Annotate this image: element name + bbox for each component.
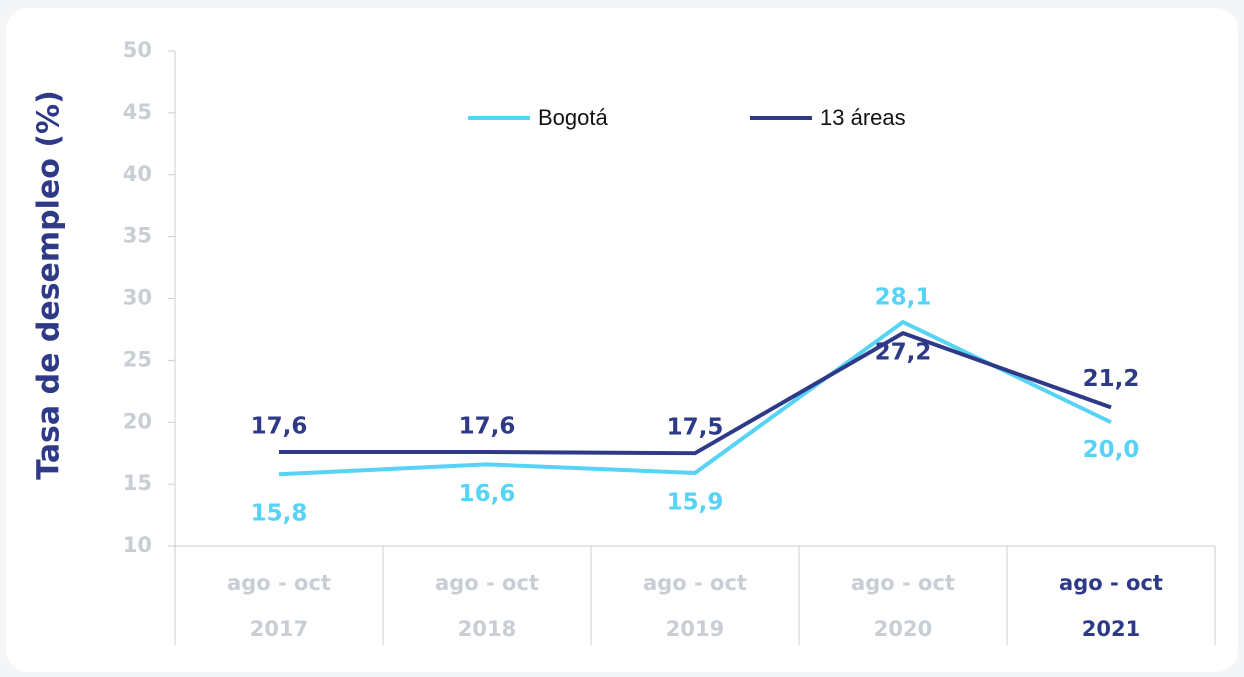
x-tick-label: ago - oct	[227, 571, 331, 595]
y-tick-label: 15	[123, 471, 152, 495]
data-label: 16,6	[459, 481, 516, 507]
data-label: 15,9	[667, 489, 724, 515]
x-tick-label: ago - oct	[435, 571, 539, 595]
x-tick-label: 2018	[458, 617, 516, 641]
y-tick-label: 25	[123, 347, 152, 371]
data-label: 17,6	[459, 413, 516, 439]
x-tick-label: ago - oct	[643, 571, 747, 595]
data-label: 17,6	[251, 413, 308, 439]
x-tick-label: 2021	[1082, 617, 1140, 641]
x-tick-label: 2017	[250, 617, 308, 641]
data-label: 20,0	[1083, 437, 1140, 463]
y-tick-label: 50	[123, 38, 152, 62]
y-tick-label: 35	[123, 224, 152, 248]
y-tick-label: 45	[123, 100, 152, 124]
y-tick-label: 30	[123, 286, 152, 310]
y-tick-label: 10	[123, 533, 152, 557]
series-line	[278, 320, 1112, 477]
data-label: 17,5	[667, 415, 724, 441]
data-label: 21,2	[1083, 366, 1140, 392]
y-tick-label: 40	[123, 162, 152, 186]
data-label: 27,2	[875, 340, 932, 366]
x-tick-label: ago - oct	[1059, 571, 1163, 595]
series-line	[279, 331, 1112, 456]
x-tick-label: ago - oct	[851, 571, 955, 595]
y-tick-label: 20	[123, 409, 152, 433]
card	[6, 8, 1238, 672]
x-tick-label: 2019	[666, 617, 724, 641]
data-label: 28,1	[875, 285, 932, 311]
legend-label: Bogotá	[538, 105, 608, 130]
y-axis-label: Tasa de desempleo (%)	[32, 90, 67, 480]
legend-label: 13 áreas	[820, 105, 906, 130]
data-label: 15,8	[251, 501, 308, 527]
x-tick-label: 2020	[874, 617, 932, 641]
